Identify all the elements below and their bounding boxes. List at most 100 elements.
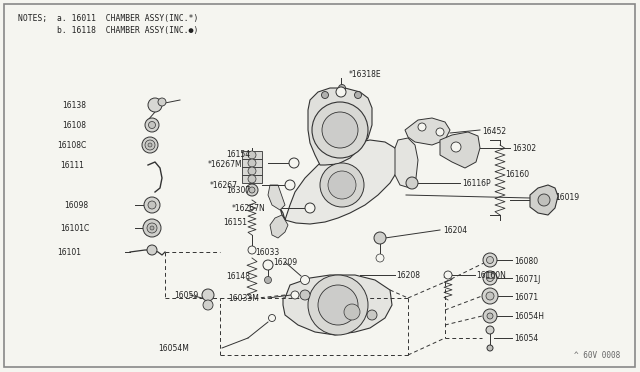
Text: 16307: 16307 [226,186,250,195]
Text: 16054M: 16054M [158,344,189,353]
Circle shape [483,309,497,323]
Bar [242,167,262,175]
Circle shape [344,304,360,320]
Text: 16071J: 16071J [514,275,540,284]
Text: 16209: 16209 [273,258,297,267]
Circle shape [145,140,155,150]
Circle shape [308,275,368,335]
Bar [242,159,262,167]
Circle shape [328,171,356,199]
Text: 16054H: 16054H [514,312,544,321]
Circle shape [248,175,256,183]
Circle shape [486,275,493,282]
Circle shape [355,92,362,99]
Text: b. 16118  CHAMBER ASSY(INC.●): b. 16118 CHAMBER ASSY(INC.●) [18,26,198,35]
Circle shape [301,276,310,285]
Text: 16101: 16101 [57,248,81,257]
Text: 16033M: 16033M [228,294,259,303]
Circle shape [444,271,452,279]
Circle shape [145,118,159,132]
Text: 16138: 16138 [62,101,86,110]
Circle shape [263,260,273,270]
Polygon shape [308,88,372,165]
Circle shape [248,246,256,254]
Text: 16154: 16154 [226,150,250,159]
Circle shape [148,98,162,112]
Polygon shape [270,215,288,238]
Circle shape [249,187,255,193]
Text: *16267N: *16267N [232,204,266,213]
Circle shape [150,226,154,230]
Text: 16108: 16108 [62,121,86,130]
Circle shape [318,285,358,325]
Text: 16148: 16148 [226,272,250,281]
Circle shape [147,245,157,255]
Text: 16151: 16151 [223,218,247,227]
Circle shape [339,84,346,92]
Circle shape [248,159,256,167]
Circle shape [246,184,258,196]
Text: 16116P: 16116P [462,179,491,188]
Circle shape [376,254,384,262]
Text: 16111: 16111 [60,161,84,170]
Text: 16098: 16098 [64,201,88,210]
Text: 16080: 16080 [514,257,538,266]
Circle shape [291,291,299,299]
Polygon shape [395,138,418,188]
Text: ^ 60V 0008: ^ 60V 0008 [573,351,620,360]
Circle shape [487,345,493,351]
Circle shape [483,253,497,267]
Circle shape [418,123,426,131]
Text: 16452: 16452 [482,127,506,136]
Circle shape [148,122,156,128]
Text: 16071: 16071 [514,293,538,302]
Circle shape [322,112,358,148]
Text: 16204: 16204 [443,226,467,235]
Circle shape [300,290,310,300]
Text: 16302: 16302 [512,144,536,153]
Text: *16318E: *16318E [349,70,381,79]
Circle shape [148,143,152,147]
Circle shape [436,128,444,136]
Text: *16267M: *16267M [208,160,243,169]
Circle shape [269,314,275,321]
Circle shape [248,167,256,175]
Circle shape [142,137,158,153]
Polygon shape [268,185,285,210]
Circle shape [148,201,156,209]
Polygon shape [440,132,480,168]
Text: 16208: 16208 [396,271,420,280]
Text: 16160: 16160 [505,170,529,179]
Text: NOTES;  a. 16011  CHAMBER ASSY(INC.*): NOTES; a. 16011 CHAMBER ASSY(INC.*) [18,14,198,23]
Polygon shape [283,275,392,335]
Bar [486,272,494,278]
Circle shape [374,232,386,244]
Circle shape [487,313,493,319]
Bar [242,151,262,159]
Circle shape [482,288,498,304]
Polygon shape [530,185,558,215]
Polygon shape [280,140,400,224]
Circle shape [248,151,256,159]
Circle shape [305,203,315,213]
Circle shape [285,180,295,190]
Circle shape [264,276,271,283]
Circle shape [202,289,214,301]
Bar [242,175,262,183]
Circle shape [312,102,368,158]
Text: 16160N: 16160N [476,271,506,280]
Text: 16101C: 16101C [60,224,89,233]
Circle shape [203,300,213,310]
Polygon shape [405,118,450,145]
Circle shape [158,98,166,106]
Text: 16108C: 16108C [57,141,86,150]
Circle shape [451,142,461,152]
Circle shape [321,92,328,99]
Text: *16267: *16267 [210,181,238,190]
Circle shape [486,326,494,334]
Circle shape [320,163,364,207]
Circle shape [147,223,157,233]
Circle shape [367,310,377,320]
Text: 16054: 16054 [514,334,538,343]
Circle shape [406,177,418,189]
